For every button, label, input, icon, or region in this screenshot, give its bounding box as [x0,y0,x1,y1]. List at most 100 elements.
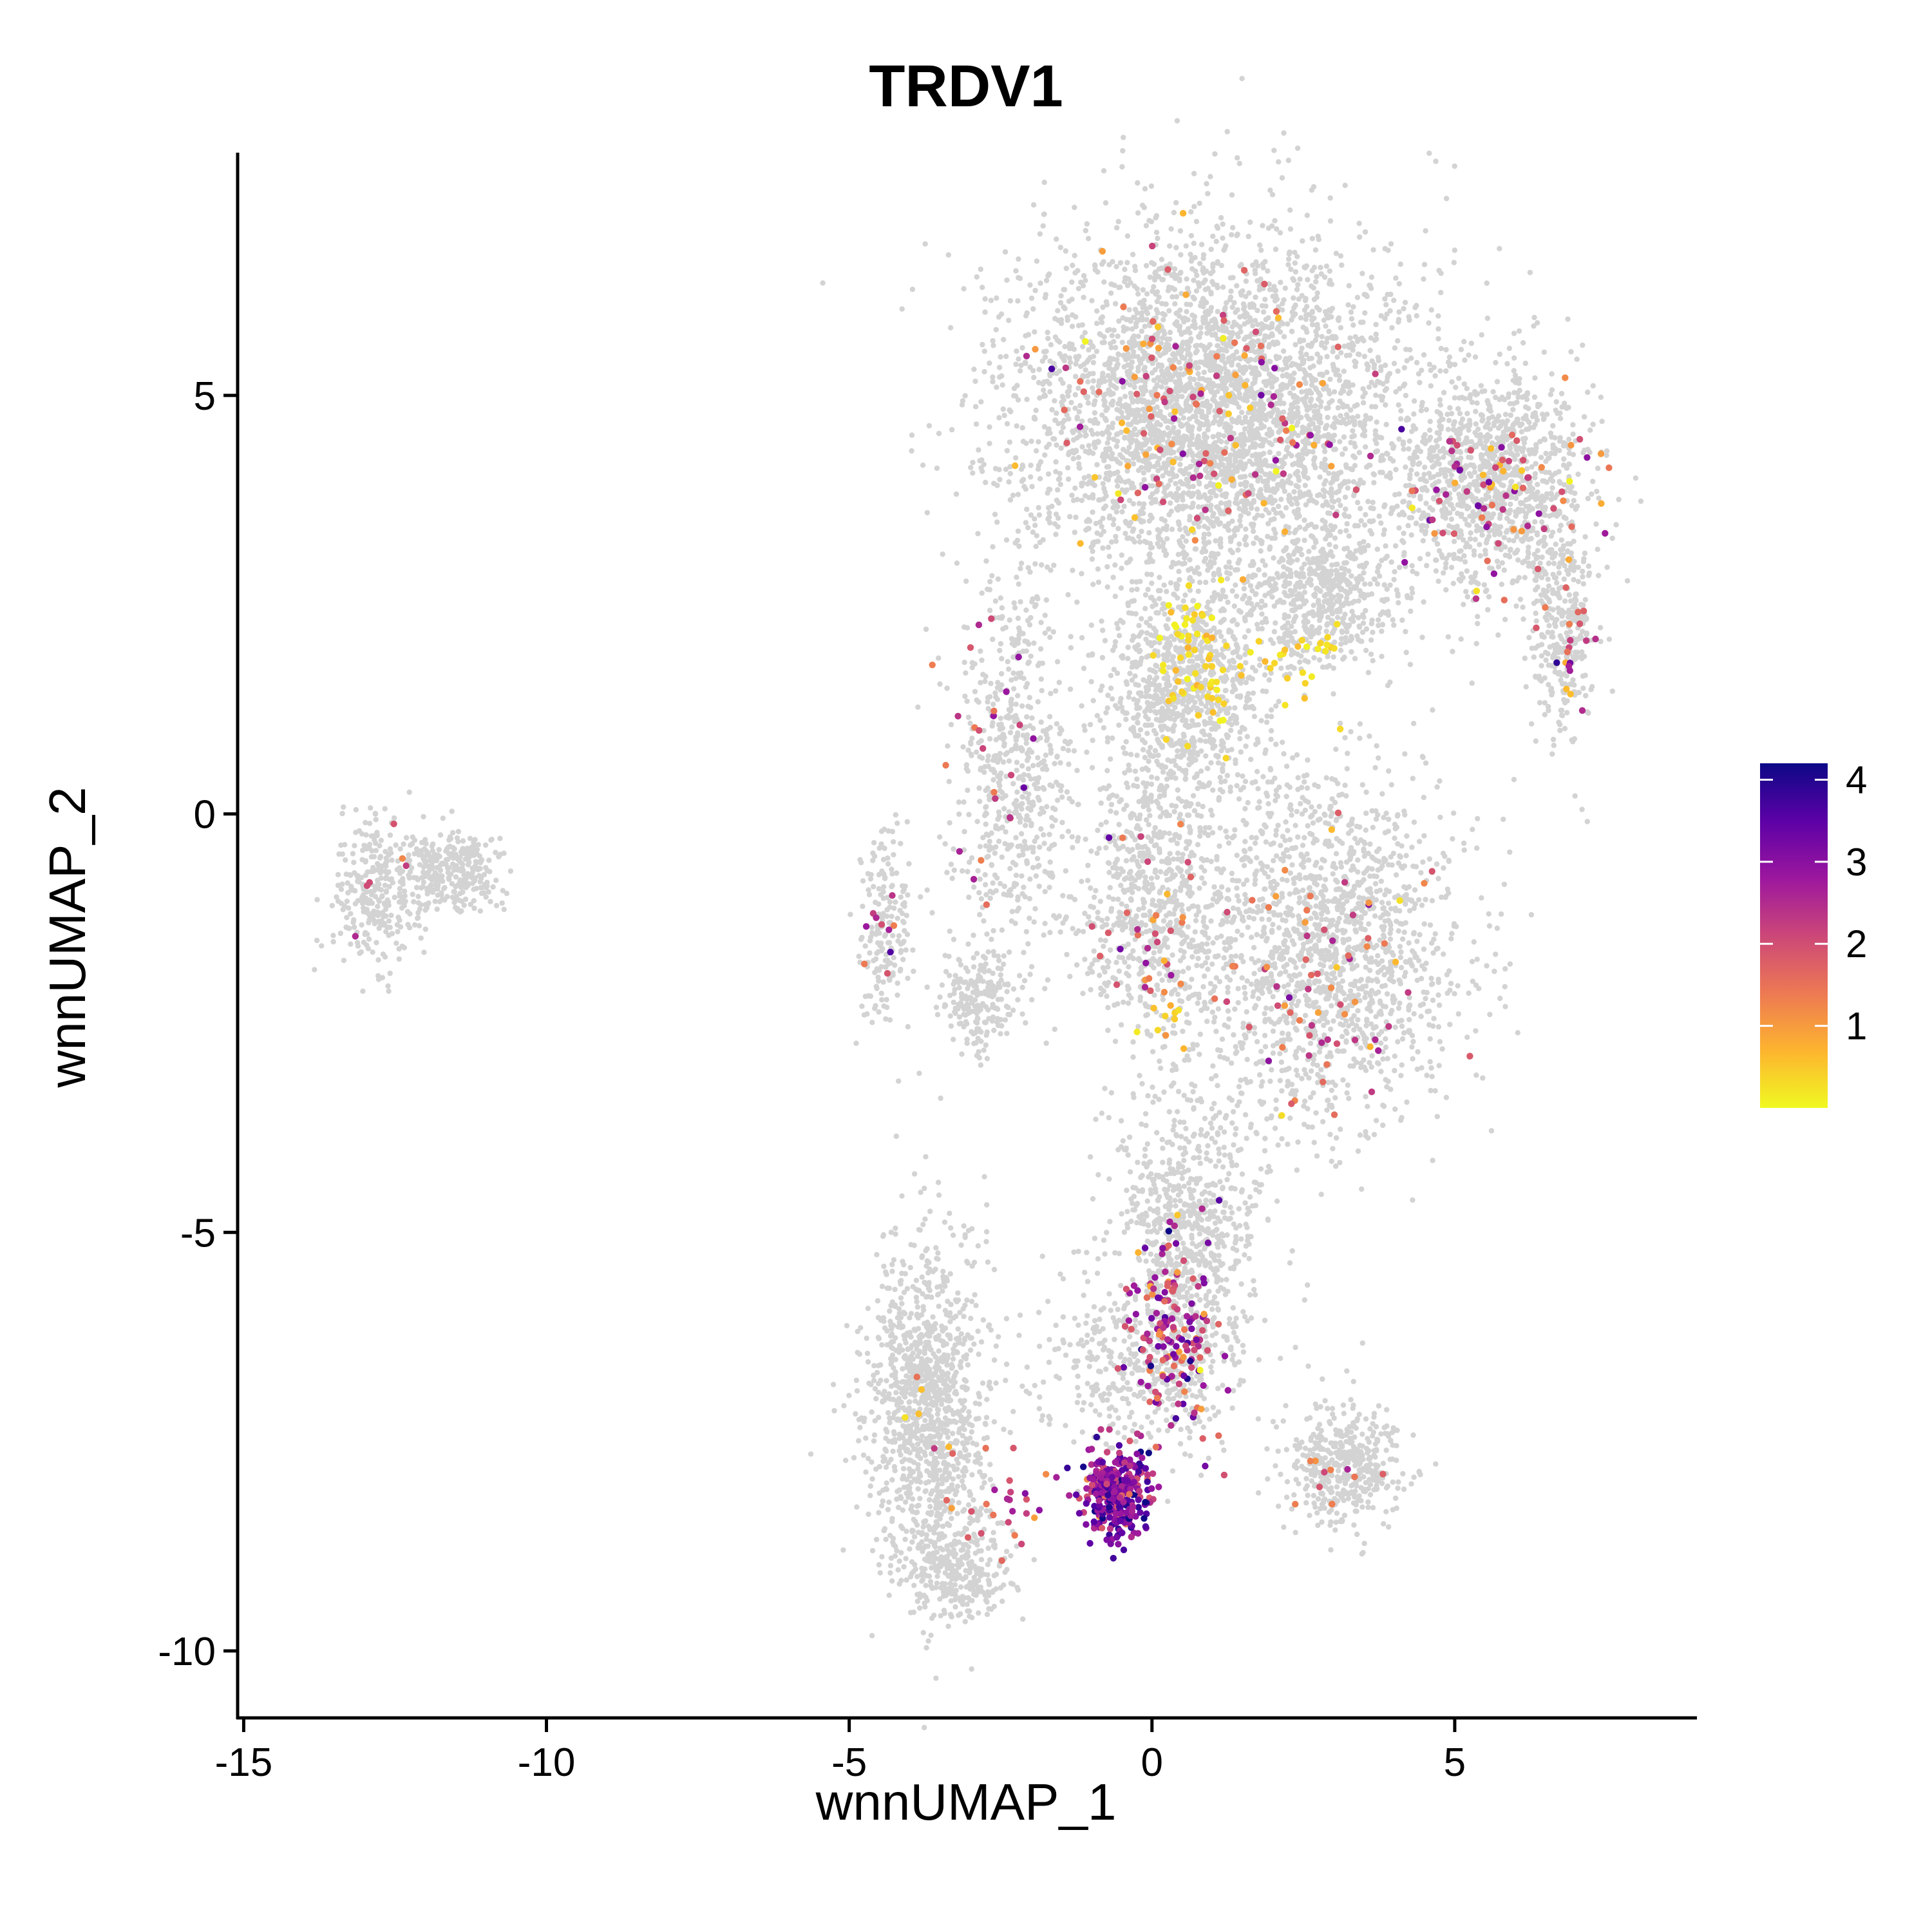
background-point-1-698 [1546,513,1553,519]
background-point-0-1220 [1025,525,1031,531]
background-point-0-1017 [972,378,978,385]
background-point-0-3616 [1264,431,1270,437]
background-point-0-2830 [1090,582,1096,587]
background-point-0-2997 [1197,200,1202,206]
background-point-0-3572 [1158,413,1164,419]
background-point-0-2363 [1373,321,1379,327]
background-point-1-134 [1427,419,1433,424]
background-point-0-2024 [1274,482,1281,488]
background-point-0-3057 [1208,481,1213,486]
background-point-0-3459 [1322,462,1329,468]
background-point-2-27 [1546,623,1552,629]
background-point-1-798 [1403,392,1409,399]
background-point-0-2757 [1126,437,1133,443]
background-point-0-2027 [1041,211,1047,217]
background-point-0-1552 [1271,148,1277,153]
background-point-0-374 [1195,371,1201,377]
background-point-0-2444 [1036,512,1043,518]
background-point-1-1018 [1461,424,1466,430]
background-point-0-2477 [1195,433,1202,439]
background-point-0-2593 [1178,422,1184,428]
background-point-0-1753 [1057,475,1063,482]
background-point-0-2670 [1045,427,1052,433]
background-point-1-983 [1437,410,1443,416]
background-point-0-2504 [1110,369,1116,376]
background-point-0-850 [1072,252,1077,258]
background-point-0-3714 [1090,359,1097,366]
background-point-1-289 [1443,368,1449,374]
background-point-0-3646 [1258,540,1265,546]
background-point-0-2666 [1218,263,1224,269]
background-point-1-708 [1501,501,1508,507]
background-point-0-2482 [1186,484,1193,490]
background-point-0-147 [1278,280,1283,285]
background-point-0-3279 [1260,309,1267,315]
background-point-1-105 [1473,408,1479,414]
background-point-0-2856 [1343,421,1349,427]
background-point-0-3681 [990,374,996,380]
background-point-0-306 [1229,232,1235,238]
background-point-1-854 [1490,528,1496,533]
background-point-0-3541 [1189,450,1195,457]
background-point-1-947 [1448,517,1455,522]
background-point-0-1759 [1266,510,1272,516]
background-point-0-334 [1297,276,1303,282]
background-point-0-806 [1313,279,1319,285]
background-point-1-968 [1514,416,1520,423]
background-point-1-676 [1463,589,1469,595]
background-point-1-383 [1534,530,1540,536]
background-point-0-3163 [1428,383,1434,389]
background-point-1-115 [1472,537,1478,542]
background-point-0-2904 [1331,389,1338,395]
background-point-0-1678 [1362,229,1368,235]
background-point-0-3233 [1298,355,1304,361]
background-point-0-909 [1110,522,1117,528]
background-point-0-451 [1229,304,1235,310]
background-point-0-3144 [1179,331,1184,338]
background-point-0-798 [1144,317,1150,323]
background-point-1-456 [1550,423,1556,429]
background-point-0-2290 [1307,312,1313,318]
background-point-0-1500 [1236,405,1242,410]
background-point-0-999 [1235,331,1240,338]
background-point-0-3175 [1137,300,1143,306]
background-point-0-163 [1208,174,1213,180]
background-point-0-2926 [1385,292,1390,298]
background-point-0-3754 [1243,278,1249,284]
background-point-0-3072 [1191,441,1197,448]
background-point-0-291 [1043,278,1050,283]
background-point-0-1522 [1385,372,1391,378]
background-point-0-3637 [1251,343,1257,349]
background-point-1-1002 [1530,493,1535,499]
background-point-0-1953 [1007,497,1014,503]
background-point-1-118 [1539,519,1545,525]
background-point-0-3658 [1172,321,1178,327]
background-point-0-3044 [1458,347,1464,352]
background-point-0-3002 [1185,423,1191,428]
background-point-0-2899 [1250,524,1256,529]
background-point-0-104 [1233,593,1240,599]
background-point-0-3059 [1191,278,1197,283]
background-point-0-2700 [1388,241,1394,247]
background-point-0-2889 [1184,339,1190,345]
background-point-0-790 [1312,337,1319,343]
background-point-0-3609 [1128,421,1134,427]
background-point-0-489 [1396,402,1401,408]
background-point-0-474 [1407,347,1413,353]
background-point-0-1926 [1020,439,1027,444]
background-point-1-923 [1426,427,1433,433]
background-point-1-982 [1516,575,1522,580]
background-point-0-488 [1119,552,1125,558]
background-point-1-837 [1580,342,1586,348]
background-point-0-3624 [1208,305,1215,310]
background-point-0-3694 [1075,354,1081,359]
background-point-0-3641 [1319,371,1325,377]
background-point-0-1538 [1393,275,1399,281]
background-point-0-2878 [982,309,988,315]
background-point-0-2703 [1079,418,1085,424]
background-point-1-1027 [1441,505,1448,511]
background-point-0-2497 [1121,384,1126,390]
background-point-0-2149 [1112,562,1118,568]
background-point-0-1923 [1396,281,1402,287]
background-point-0-3308 [1048,342,1054,348]
